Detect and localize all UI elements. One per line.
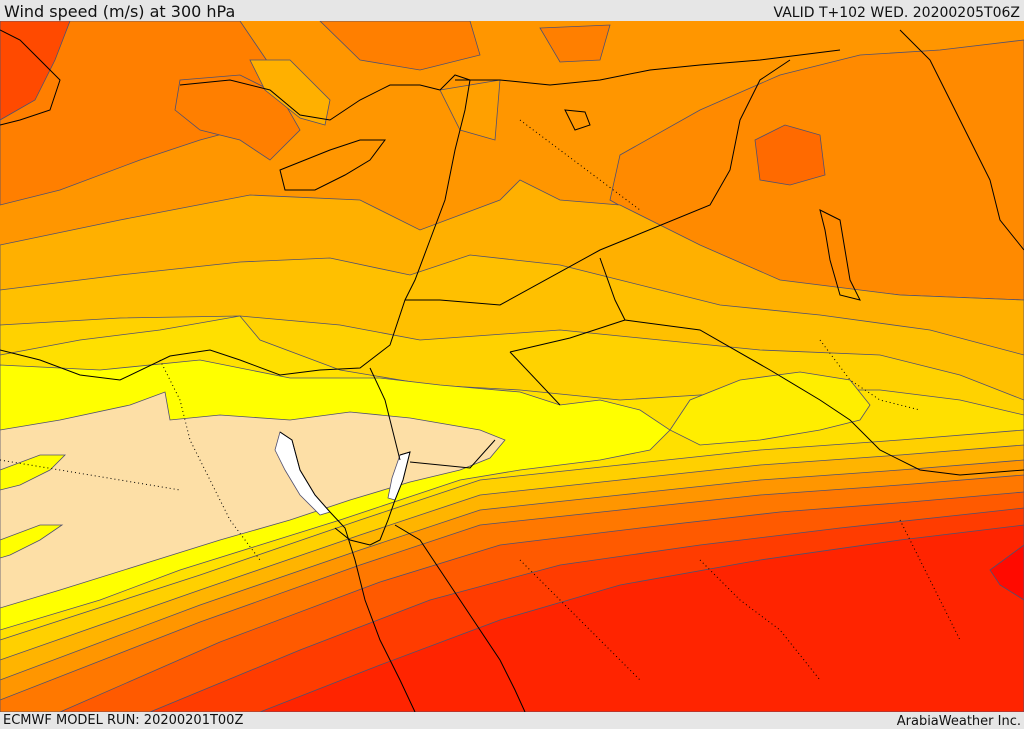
header-bar: Wind speed (m/s) at 300 hPa VALID T+102 … xyxy=(0,0,1024,21)
band-orange-lebanon xyxy=(439,79,501,141)
band-ff0000-core xyxy=(989,544,1024,601)
band-wheat xyxy=(0,391,506,609)
borders xyxy=(369,59,1024,476)
credit-label: ArabiaWeather Inc. xyxy=(896,714,1021,729)
admin-boundaries xyxy=(0,119,961,681)
band-yellow-east xyxy=(669,371,871,446)
model-run-label: ECMWF MODEL RUN: 20200201T00Z xyxy=(3,713,244,728)
band-yellow-inner-2 xyxy=(0,524,64,559)
band-dark-orange-cyprus xyxy=(174,74,301,161)
band-light-orange-patch xyxy=(249,59,331,126)
band-dark-orange-ne xyxy=(539,24,611,63)
band-yellow-inner-1 xyxy=(0,454,66,491)
band-ff2200-s xyxy=(259,524,1024,712)
band-dark-orange-irq xyxy=(754,124,826,186)
footer-bar: ECMWF MODEL RUN: 20200201T00Z ArabiaWeat… xyxy=(0,712,1024,729)
band-dark-orange-nw xyxy=(0,21,281,206)
band-red-nw xyxy=(0,21,71,121)
wind-speed-map xyxy=(0,21,1024,712)
band-dark-orange-n xyxy=(319,21,481,71)
coastlines xyxy=(0,29,1024,712)
valid-time: VALID T+102 WED. 20200205T06Z xyxy=(773,5,1020,21)
map-title: Wind speed (m/s) at 300 hPa xyxy=(4,2,236,21)
